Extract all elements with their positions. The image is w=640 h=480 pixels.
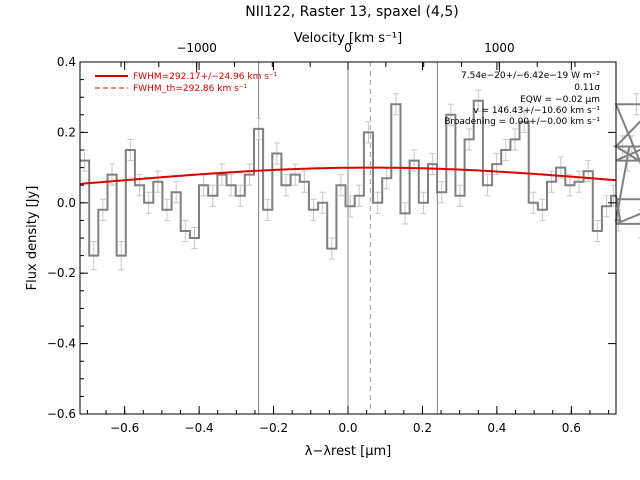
reference-lines [258,62,438,414]
x-tick-label: −0.2 [259,421,288,435]
y-axis-ticks: −0.6 −0.4 −0.2 0.0 0.2 0.4 [47,55,616,421]
chart-title: NII122, Raster 13, spaxel (4,5) [245,4,458,20]
x-tick-label: −0.6 [110,421,139,435]
y-tick-label: −0.6 [47,407,76,421]
y-tick-label: 0.0 [57,196,76,210]
x-tick-label: 0.0 [338,421,357,435]
annotation-velocity: v = 146.43+/−10.60 km s⁻¹ [473,106,600,116]
x-tick-label: 0.4 [487,421,506,435]
top-axis-label: Velocity [km s⁻¹] [294,31,402,46]
x-axis-ticks: −0.6 −0.4 −0.2 0.0 0.2 0.4 0.6 [86,62,610,435]
y-tick-label: 0.4 [57,55,76,69]
annotation-eqw: EQW = −0.02 μm [520,95,600,105]
top-tick-label: 1000 [484,41,515,55]
annotation-broadening: Broadening = 0.00+/−0.00 km s⁻¹ [444,117,600,127]
annotation-flux: 7.54e−20+/−6.42e−19 W m⁻² [461,71,600,81]
top-tick-label: 0 [344,41,352,55]
x-tick-label: 0.2 [413,421,432,435]
x-axis-label: λ−λrest [μm] [305,444,391,459]
legend-fit-th-label: FWHM_th=292.86 km s⁻¹ [133,84,248,94]
legend: FWHM=292.17+/−24.96 km s⁻¹ FWHM_th=292.8… [95,72,278,94]
fit-annotations: 7.54e−20+/−6.42e−19 W m⁻² 0.11σ EQW = −0… [444,71,600,127]
y-tick-label: −0.2 [47,266,76,280]
top-tick-label: −1000 [176,41,217,55]
y-axis-label: Flux density [Jy] [25,186,40,291]
x-tick-label: 0.6 [562,421,581,435]
annotation-sigma: 0.11σ [574,83,600,93]
y-tick-label: 0.2 [57,125,76,139]
spectrum-line [80,99,640,257]
legend-fit-label: FWHM=292.17+/−24.96 km s⁻¹ [133,72,278,82]
y-tick-label: −0.4 [47,337,76,351]
x-tick-label: −0.4 [185,421,214,435]
fit-curve [79,166,617,185]
